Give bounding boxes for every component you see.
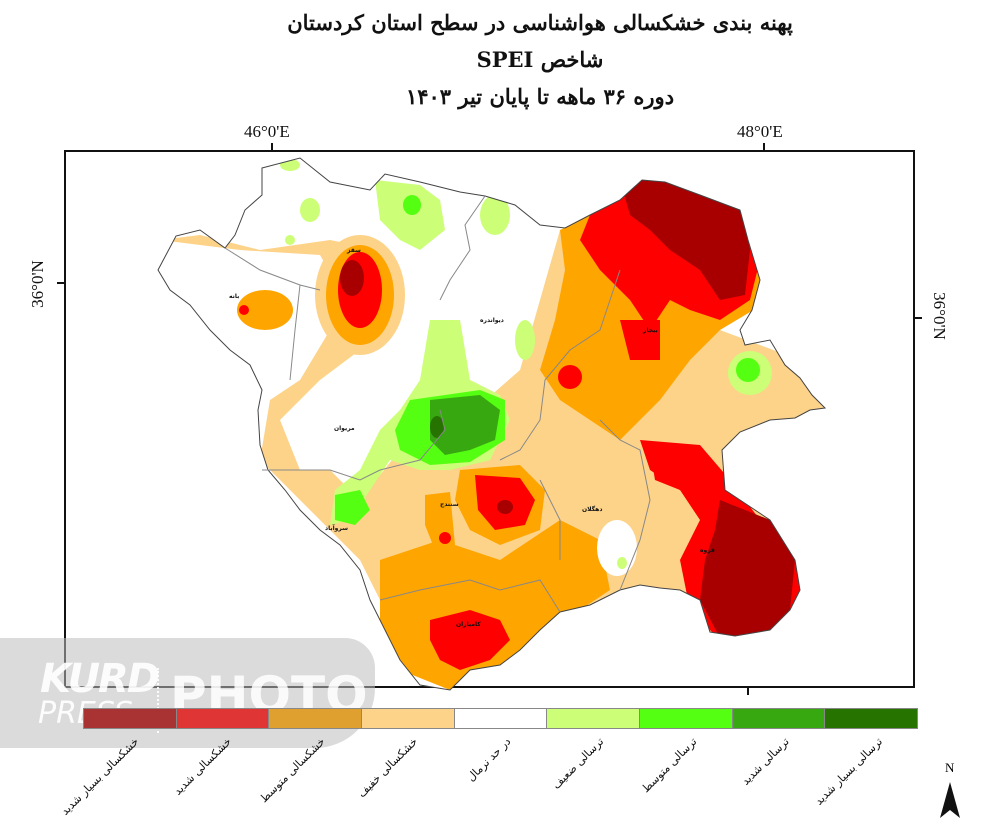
map-frame <box>64 150 915 688</box>
north-label: N <box>945 760 955 775</box>
watermark-separator <box>157 668 159 733</box>
tick-bottom <box>747 688 749 695</box>
city-saqqez: سقز <box>346 247 361 254</box>
legend-bar <box>83 708 918 729</box>
legend-swatch-extreme-wet <box>825 709 918 728</box>
city-divandarreh: دیواندره <box>480 317 504 324</box>
map-subtitle-index: شاخص SPEI <box>476 47 604 72</box>
legend-swatch-moderate-drought <box>269 709 363 728</box>
legend-swatch-mild-drought <box>362 709 455 728</box>
longitude-label-48: 48°0'E <box>737 122 783 141</box>
city-sanandaj: سنندج <box>440 501 459 508</box>
legend-swatch-extreme-drought <box>84 709 177 728</box>
legend-swatch-moderate-wet <box>640 709 733 728</box>
city-qorveh: قروه <box>700 547 715 554</box>
legend-swatch-severe-wet <box>732 709 826 728</box>
tick-left-36 <box>57 282 65 284</box>
city-bijar: بیجار <box>642 327 658 334</box>
watermark-brand-top: KURD <box>40 656 160 702</box>
city-dehgolan: دهگلان <box>582 505 602 513</box>
city-kamyaran: کامیاران <box>456 621 481 628</box>
legend-swatch-mild-wet <box>547 709 641 728</box>
longitude-label-46: 46°0'E <box>244 122 290 141</box>
map-title: پهنه بندی خشکسالی هواشناسی در سطح استان … <box>287 10 793 35</box>
north-arrow: N <box>936 760 966 820</box>
map-subtitle-period: دوره ۳۶ ماهه تا پایان تیر ۱۴۰۳ <box>405 84 675 109</box>
tick-top-48 <box>763 143 765 151</box>
legend-swatch-normal <box>454 709 548 728</box>
city-sarvabad: سروآباد <box>325 523 348 532</box>
city-baneh: بانه <box>229 293 239 300</box>
tick-right-36 <box>914 317 922 319</box>
legend-swatch-severe-drought <box>176 709 270 728</box>
north-arrow-icon <box>940 782 960 818</box>
tick-top-46 <box>271 143 273 151</box>
kurdpress-watermark: KURD PRESS PHOTO <box>0 638 375 748</box>
city-marivan: مریوان <box>334 425 355 432</box>
